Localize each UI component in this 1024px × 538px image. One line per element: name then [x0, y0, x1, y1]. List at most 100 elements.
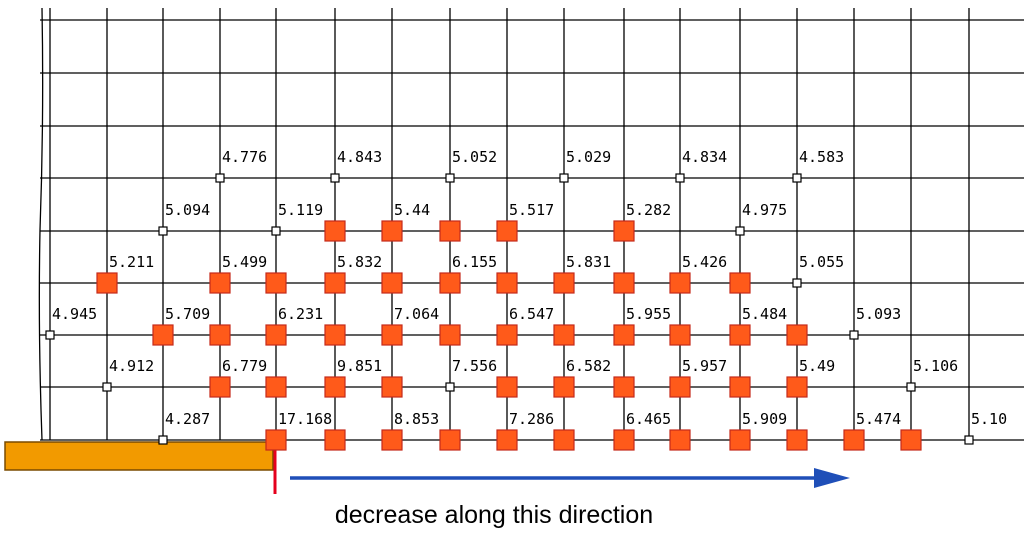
mesh-node	[445, 382, 455, 392]
highlighted-node	[381, 376, 403, 398]
node-value-label: 5.106	[913, 357, 958, 375]
node-value-label: 5.832	[337, 253, 382, 271]
highlighted-node	[496, 220, 518, 242]
mesh-node	[445, 173, 455, 183]
highlighted-node	[553, 272, 575, 294]
highlighted-node	[729, 324, 751, 346]
node-value-label: 17.168	[278, 410, 332, 428]
node-value-label: 5.517	[509, 201, 554, 219]
highlighted-node	[265, 429, 287, 451]
mesh-grid	[38, 7, 1024, 441]
highlighted-node	[669, 324, 691, 346]
node-value-label: 5.44	[394, 201, 430, 219]
node-value-label: 6.465	[626, 410, 671, 428]
highlighted-node	[381, 272, 403, 294]
highlighted-node	[265, 376, 287, 398]
node-value-label: 6.779	[222, 357, 267, 375]
node-value-label: 5.957	[682, 357, 727, 375]
node-value-label: 4.776	[222, 148, 267, 166]
node-value-label: 4.843	[337, 148, 382, 166]
node-value-label: 5.831	[566, 253, 611, 271]
highlighted-node	[265, 272, 287, 294]
highlighted-node	[96, 272, 118, 294]
mesh-node	[271, 226, 281, 236]
highlighted-node	[381, 324, 403, 346]
direction-caption-box: decrease along this direction	[0, 501, 1024, 530]
highlighted-node	[381, 220, 403, 242]
node-value-label: 5.093	[856, 305, 901, 323]
highlighted-node	[553, 429, 575, 451]
node-value-label: 5.211	[109, 253, 154, 271]
highlighted-node	[209, 324, 231, 346]
node-value-label: 4.912	[109, 357, 154, 375]
node-value-label: 7.064	[394, 305, 439, 323]
highlighted-node	[669, 429, 691, 451]
node-labels: 4.776 4.843 5.052 5.029 4.834 4.583 5.094 5.119…	[52, 148, 1007, 428]
highlighted-node	[265, 324, 287, 346]
node-value-label: 5.49	[799, 357, 835, 375]
highlighted-node	[613, 272, 635, 294]
node-value-label: 5.484	[742, 305, 787, 323]
mesh-node	[675, 173, 685, 183]
node-value-label: 6.582	[566, 357, 611, 375]
highlighted-node	[613, 429, 635, 451]
highlighted-node	[439, 429, 461, 451]
highlighted-node	[613, 220, 635, 242]
highlighted-node	[324, 324, 346, 346]
node-value-label: 5.094	[165, 201, 210, 219]
highlighted-node	[152, 324, 174, 346]
mesh-nodes	[45, 173, 974, 451]
highlighted-node	[553, 376, 575, 398]
mesh-node	[102, 382, 112, 392]
node-value-label: 6.547	[509, 305, 554, 323]
node-value-label: 8.853	[394, 410, 439, 428]
mesh-node	[792, 278, 802, 288]
highlighted-node	[324, 220, 346, 242]
mesh-node	[45, 330, 55, 340]
node-value-label: 4.945	[52, 305, 97, 323]
mesh-node	[964, 435, 974, 445]
node-value-label: 5.052	[452, 148, 497, 166]
highlighted-node	[324, 272, 346, 294]
highlighted-node	[729, 429, 751, 451]
direction-caption: decrease along this direction	[334, 501, 654, 529]
highlighted-node	[553, 324, 575, 346]
mesh-node	[849, 330, 859, 340]
highlighted-node	[496, 272, 518, 294]
highlighted-node	[439, 220, 461, 242]
highlighted-node	[439, 324, 461, 346]
node-value-label: 5.909	[742, 410, 787, 428]
support-plate	[4, 441, 274, 471]
node-value-label: 4.583	[799, 148, 844, 166]
mesh-node	[906, 382, 916, 392]
highlighted-node	[439, 272, 461, 294]
grid-boundary-left	[38, 7, 44, 441]
highlighted-node	[209, 272, 231, 294]
highlighted-node	[729, 272, 751, 294]
mesh-node	[559, 173, 569, 183]
highlighted-node	[729, 376, 751, 398]
node-value-label: 5.709	[165, 305, 210, 323]
node-value-label: 4.287	[165, 410, 210, 428]
node-value-label: 5.029	[566, 148, 611, 166]
node-value-label: 9.851	[337, 357, 382, 375]
highlighted-node	[496, 376, 518, 398]
highlighted-node	[843, 429, 865, 451]
node-value-label: 4.975	[742, 201, 787, 219]
highlighted-node	[496, 324, 518, 346]
node-value-label: 6.155	[452, 253, 497, 271]
node-value-label: 5.282	[626, 201, 671, 219]
mesh-node	[158, 435, 168, 445]
mesh-node	[158, 226, 168, 236]
node-value-label: 5.10	[971, 410, 1007, 428]
highlighted-node	[496, 429, 518, 451]
node-value-label: 7.556	[452, 357, 497, 375]
highlighted-node	[786, 324, 808, 346]
mesh-node	[215, 173, 225, 183]
mesh-node	[792, 173, 802, 183]
node-value-label: 5.474	[856, 410, 901, 428]
mesh-node	[735, 226, 745, 236]
node-value-label: 7.286	[509, 410, 554, 428]
highlighted-node	[209, 376, 231, 398]
highlighted-node	[324, 429, 346, 451]
